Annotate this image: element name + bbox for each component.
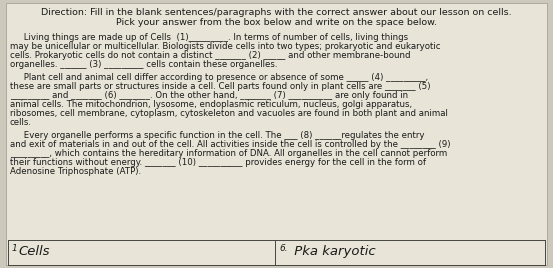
Text: 6.: 6. [279, 244, 288, 253]
Text: Cells: Cells [18, 245, 50, 258]
Text: Adenosine Triphosphate (ATP).: Adenosine Triphosphate (ATP). [10, 167, 141, 176]
Text: Pick your answer from the box below and write on the space below.: Pick your answer from the box below and … [116, 18, 437, 27]
Text: animal cells. The mitochondrion, lysosome, endoplasmic reticulum, nucleus, golgi: animal cells. The mitochondrion, lysosom… [10, 100, 412, 109]
Text: organelles. ______ (3) _________ cells contain these organelles.: organelles. ______ (3) _________ cells c… [10, 60, 278, 69]
Text: cells. Prokaryotic cells do not contain a distinct _______ (2) _____ and other m: cells. Prokaryotic cells do not contain … [10, 51, 410, 60]
Text: Direction: Fill in the blank sentences/paragraphs with the correct answer about : Direction: Fill in the blank sentences/p… [41, 8, 512, 17]
Text: cells.: cells. [10, 118, 32, 127]
Text: Plant cell and animal cell differ according to presence or absence of some _____: Plant cell and animal cell differ accord… [10, 73, 428, 82]
Text: 1: 1 [12, 244, 18, 253]
Text: Living things are made up of Cells  (1)_________. In terms of number of cells, l: Living things are made up of Cells (1)__… [10, 33, 408, 42]
Text: these are small parts or structures inside a cell. Cell parts found only in plan: these are small parts or structures insi… [10, 82, 430, 91]
Text: Every organelle performs a specific function in the cell. The ___ (8) ______regu: Every organelle performs a specific func… [10, 131, 425, 140]
Text: _________, which contains the hereditary information of DNA. All organelles in t: _________, which contains the hereditary… [10, 149, 447, 158]
Text: ribosomes, cell membrane, cytoplasm, cytoskeleton and vacuoles are found in both: ribosomes, cell membrane, cytoplasm, cyt… [10, 109, 448, 118]
Text: their functions without energy. _______ (10) __________ provides energy for the : their functions without energy. _______ … [10, 158, 426, 167]
Text: and exit of materials in and out of the cell. All activities inside the cell is : and exit of materials in and out of the … [10, 140, 451, 149]
Text: _________ and _______ (6) _______. On the other hand, _______ (7) __________ are: _________ and _______ (6) _______. On th… [10, 91, 408, 100]
Text: may be unicellular or multicellular. Biologists divide cells into two types; pro: may be unicellular or multicellular. Bio… [10, 42, 441, 51]
Text: Pka karyotic: Pka karyotic [290, 245, 375, 258]
